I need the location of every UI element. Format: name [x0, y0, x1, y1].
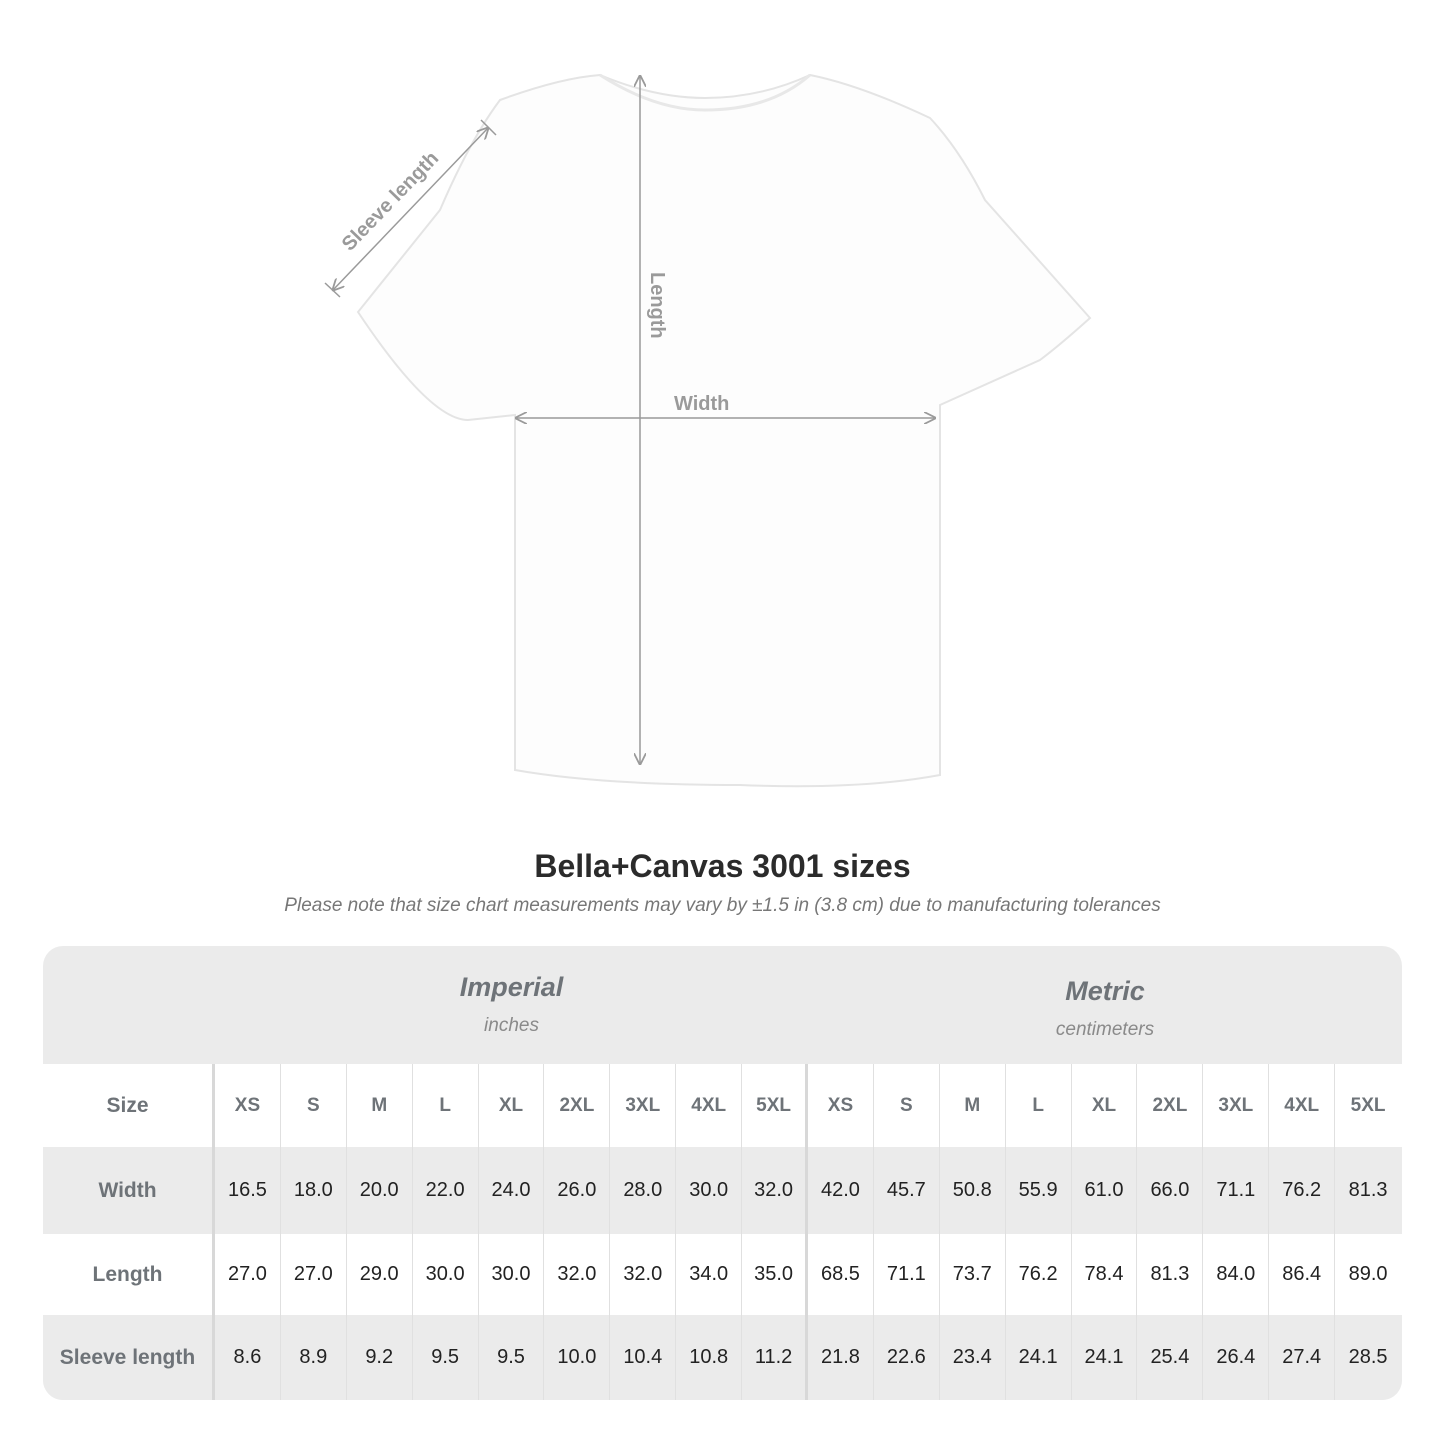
table-cell: 22.0: [413, 1147, 479, 1234]
table-cell: 35.0: [742, 1234, 809, 1315]
size-header-cell: 4XL: [676, 1064, 743, 1147]
size-label: Size: [43, 1064, 215, 1147]
table-cell: 25.4: [1137, 1315, 1204, 1400]
size-header-row: Size XS S M L XL 2XL 3XL 4XL 5XL XS S M L XL 2XL 3XL 4XL…: [43, 1064, 1402, 1147]
size-header-cell: 5XL: [1350, 1094, 1386, 1116]
table-cell: 18.0: [281, 1147, 347, 1234]
metric-label: Metric: [1065, 976, 1145, 1006]
table-cell: 26.4: [1203, 1315, 1270, 1400]
tolerance-note: Please note that size chart measurements…: [284, 895, 1161, 916]
row-label: Sleeve length: [43, 1315, 215, 1400]
table-cell: 29.0: [347, 1234, 413, 1315]
size-header-cell: 5XL: [742, 1064, 809, 1147]
table-cell: 21.8: [808, 1315, 874, 1400]
size-header-cell: XL: [479, 1064, 545, 1147]
imperial-label: Imperial: [459, 972, 564, 1002]
table-cell: 23.4: [940, 1315, 1006, 1400]
size-header-cell: M: [940, 1064, 1006, 1147]
table-cell: 24.1: [1072, 1315, 1138, 1400]
size-header-cell: S: [874, 1064, 940, 1147]
table-cell: 20.0: [347, 1147, 413, 1234]
metric-unit: centimeters: [1055, 1019, 1155, 1040]
table-cell: 66.0: [1137, 1147, 1204, 1234]
table-cell: 9.5: [413, 1315, 479, 1400]
tshirt-diagram: Sleeve length Length Width: [324, 73, 1092, 788]
table-cell: 81.3: [1348, 1179, 1388, 1201]
imperial-header: Imperial inches: [215, 946, 808, 1090]
table-cell: 24.0: [479, 1147, 545, 1234]
table-cell: 8.9: [281, 1315, 347, 1400]
table-cell: 8.6: [215, 1315, 281, 1400]
size-header-cell: S: [281, 1064, 347, 1147]
table-cell: 32.0: [742, 1147, 809, 1234]
table-cell: 71.1: [874, 1234, 940, 1315]
table-cell: 76.2: [1006, 1234, 1072, 1315]
table-cell: 61.0: [1072, 1147, 1138, 1234]
table-cell: 68.5: [808, 1234, 874, 1315]
table-cell: 10.0: [544, 1315, 611, 1400]
table-cell: 27.4: [1269, 1315, 1336, 1400]
table-cell: 30.0: [676, 1147, 743, 1234]
size-header-cell: 3XL: [610, 1064, 677, 1147]
table-cell: 32.0: [544, 1234, 611, 1315]
table-row-width: Width 16.5 18.0 20.0 22.0 24.0 26.0 28.0 30.0 32.…: [43, 1147, 1402, 1234]
row-label: Width: [43, 1147, 215, 1234]
table-cell: 10.4: [610, 1315, 677, 1400]
table-cell: 84.0: [1203, 1234, 1270, 1315]
table-cell: 89.0: [1348, 1263, 1388, 1285]
table-cell: 73.7: [940, 1234, 1006, 1315]
table-cell: 26.0: [544, 1147, 611, 1234]
size-header-cell: 3XL: [1203, 1064, 1270, 1147]
row-label: Length: [43, 1234, 215, 1315]
table-cell: 27.0: [215, 1234, 281, 1315]
sleeve-length-arrow: [333, 128, 488, 290]
table-cell: 22.6: [874, 1315, 940, 1400]
length-label: Length: [646, 272, 668, 339]
size-header-cell: L: [1006, 1064, 1072, 1147]
table-cell: 45.7: [874, 1147, 940, 1234]
table-cell: 27.0: [281, 1234, 347, 1315]
table-cell: 10.8: [676, 1315, 743, 1400]
table-cell: 34.0: [676, 1234, 743, 1315]
table-cell: 55.9: [1006, 1147, 1072, 1234]
size-header-cell: XS: [215, 1064, 281, 1147]
table-cell: 30.0: [479, 1234, 545, 1315]
size-header-cell: XL: [1072, 1064, 1138, 1147]
table-cell: 9.2: [347, 1315, 413, 1400]
table-cell: 50.8: [940, 1147, 1006, 1234]
table-cell: 16.5: [215, 1147, 281, 1234]
table-cell: 76.2: [1269, 1147, 1336, 1234]
table-cell: 30.0: [413, 1234, 479, 1315]
table-cell: 86.4: [1269, 1234, 1336, 1315]
chart-title: Bella+Canvas 3001 sizes: [534, 848, 911, 884]
size-header-cell: 2XL: [1137, 1064, 1204, 1147]
imperial-unit: inches: [484, 1015, 539, 1036]
table-cell: 71.1: [1203, 1147, 1270, 1234]
size-header-cell: M: [347, 1064, 413, 1147]
size-header-cell: 4XL: [1269, 1064, 1336, 1147]
size-header-cell: XS: [808, 1064, 874, 1147]
tshirt-shape: [356, 73, 1092, 788]
metric-header: Metric centimeters: [808, 946, 1402, 1094]
size-table: Imperial inches Metric centimeters Size …: [43, 946, 1402, 1400]
table-cell: 78.4: [1072, 1234, 1138, 1315]
table-cell: 11.2: [742, 1315, 809, 1400]
table-cell: 24.1: [1006, 1315, 1072, 1400]
table-cell: 81.3: [1137, 1234, 1204, 1315]
table-cell: 42.0: [808, 1147, 874, 1234]
table-cell: 9.5: [479, 1315, 545, 1400]
size-header-cell: L: [413, 1064, 479, 1147]
table-row-sleeve-length: Sleeve length 8.6 8.9 9.2 9.5 9.5 10.0 10.4 10.8…: [43, 1315, 1402, 1400]
table-cell: 28.0: [610, 1147, 677, 1234]
table-row-length: Length 27.0 27.0 29.0 30.0 30.0 32.0 32.0 34.0 35…: [43, 1234, 1402, 1315]
size-header-cell: 2XL: [544, 1064, 611, 1147]
table-cell: 28.5: [1348, 1346, 1388, 1368]
width-label: Width: [674, 393, 729, 415]
table-cell: 32.0: [610, 1234, 677, 1315]
